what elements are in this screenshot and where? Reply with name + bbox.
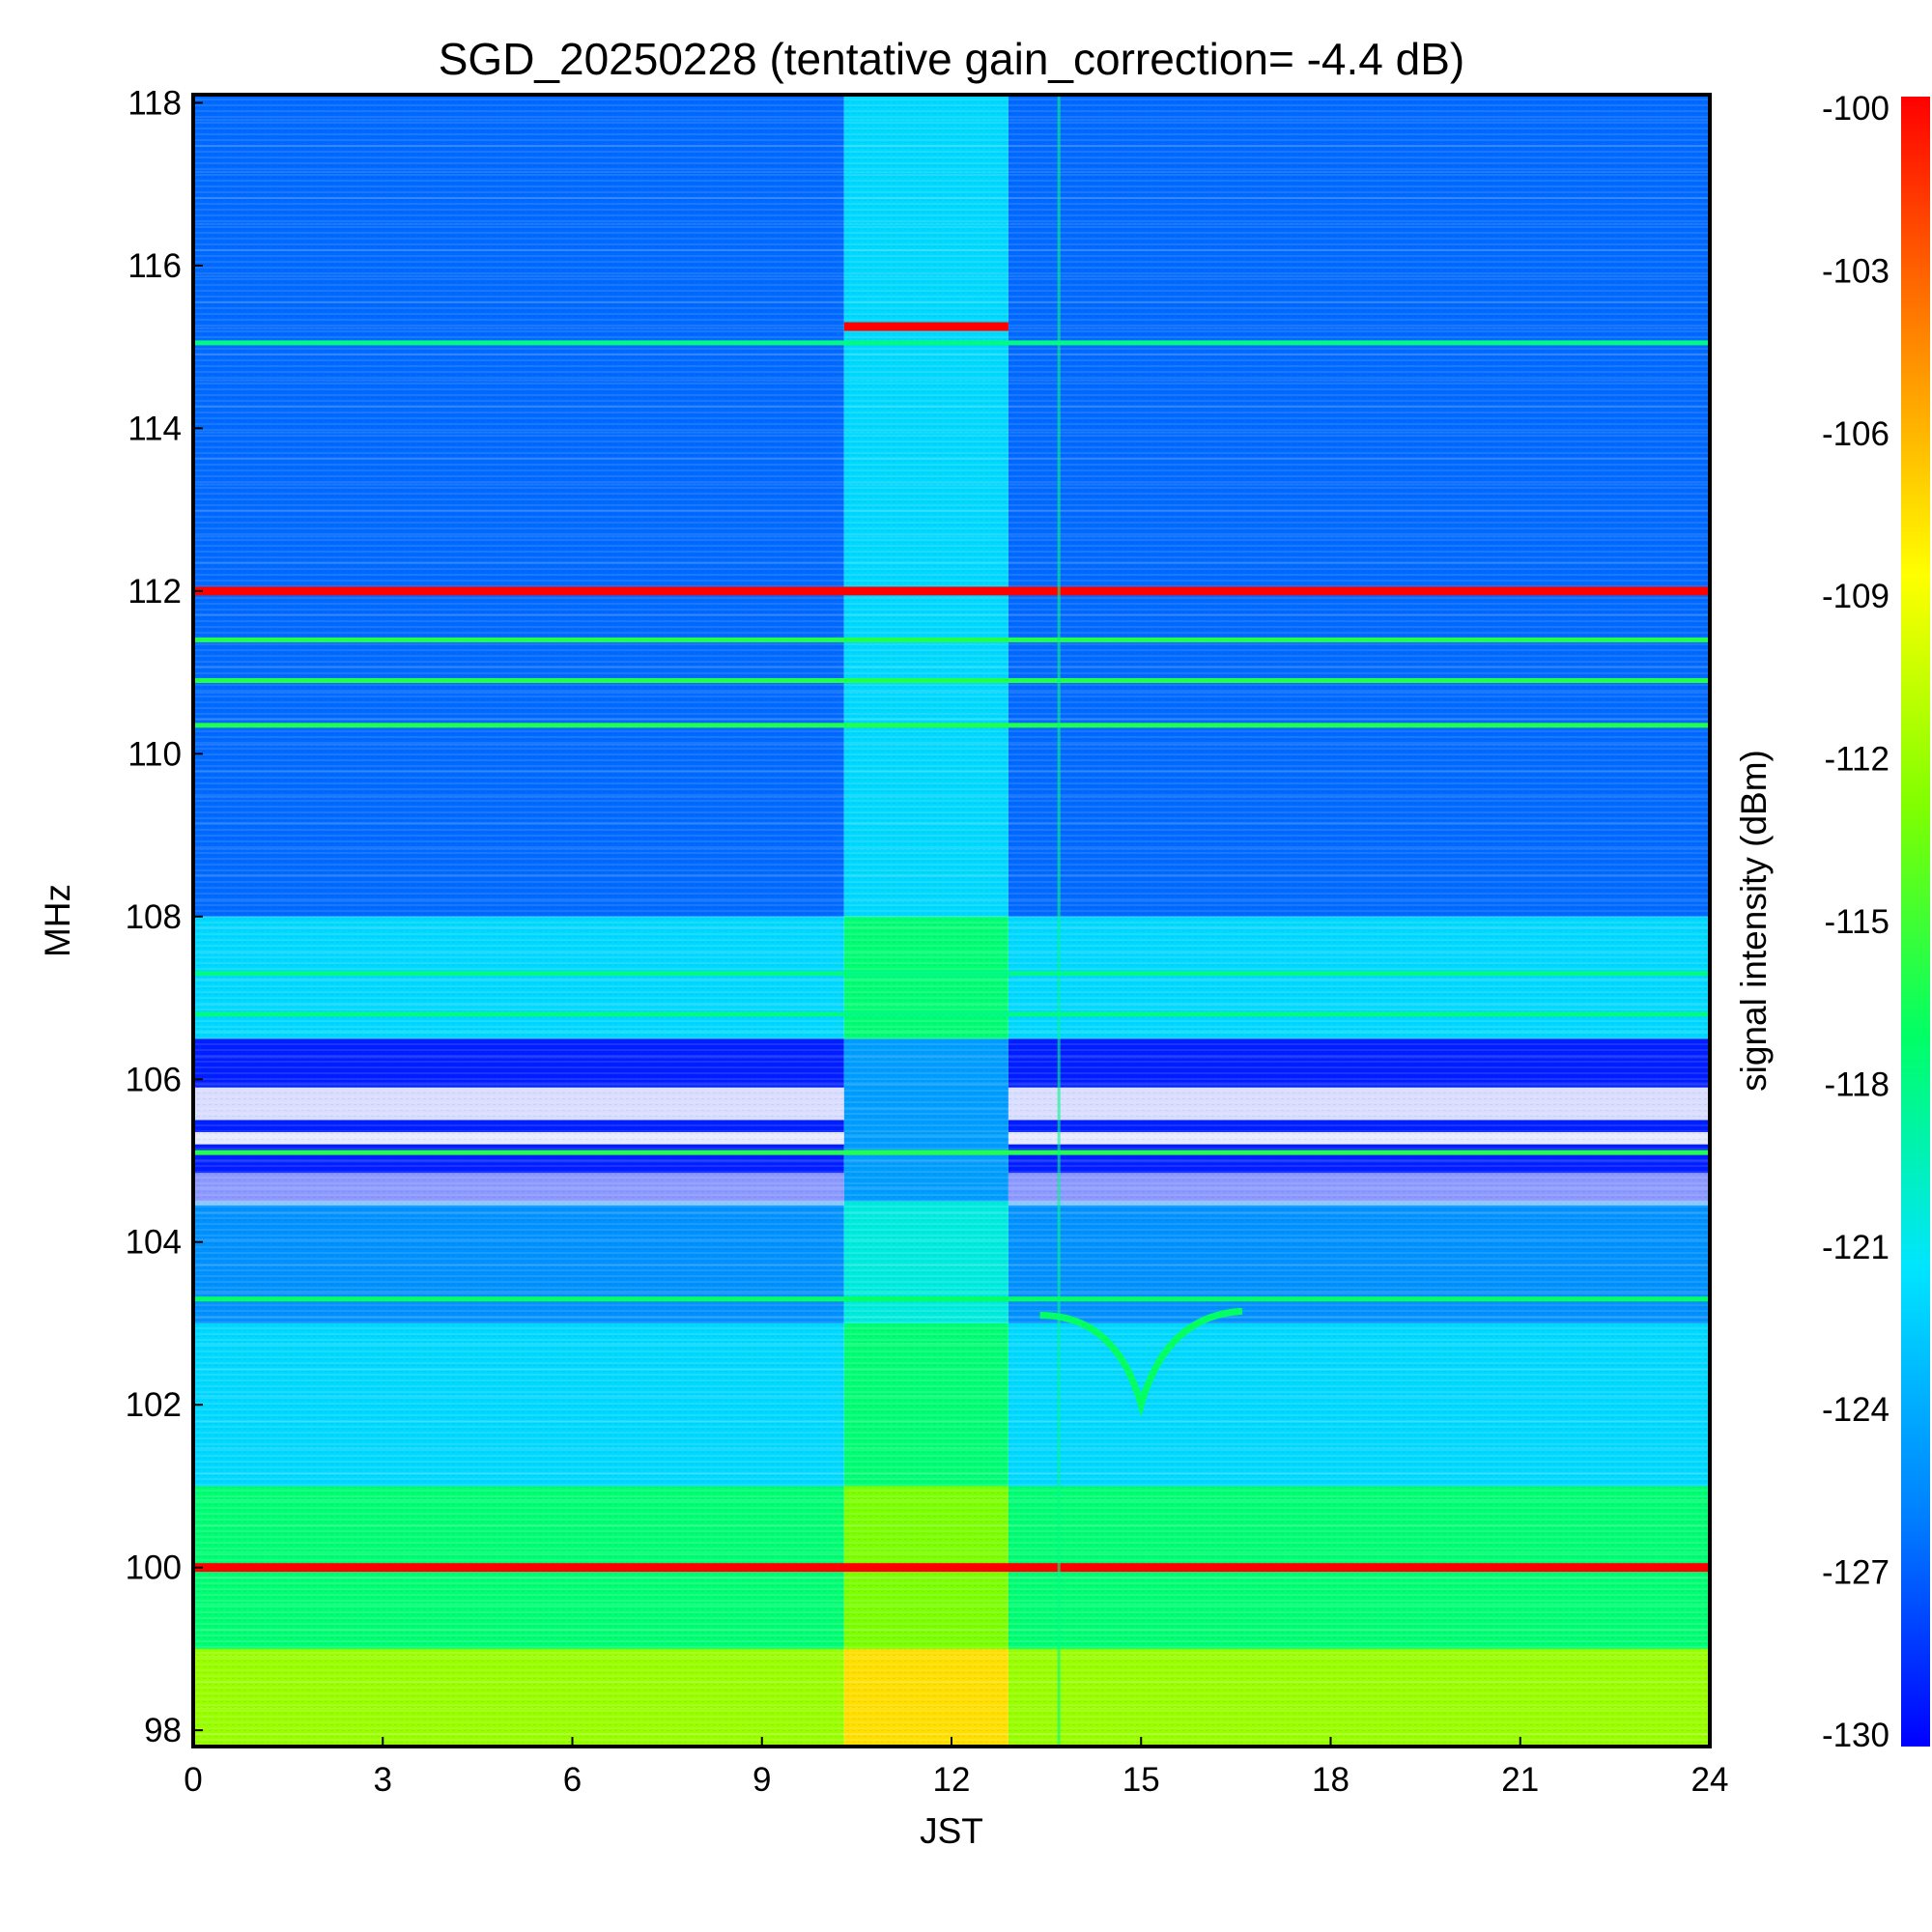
x-tick-label: 15 xyxy=(1122,1761,1160,1799)
carrier-line-3 xyxy=(193,637,1710,642)
y-tick-label: 110 xyxy=(128,735,182,773)
colorbar-tick-label: -130 xyxy=(1822,1717,1889,1754)
x-tick-label: 6 xyxy=(563,1761,582,1799)
y-tick-label: 114 xyxy=(128,410,182,447)
colorbar xyxy=(1901,97,1930,1747)
colorbar-tick-label: -112 xyxy=(1825,741,1889,779)
colorbar-tick-label: -100 xyxy=(1822,90,1889,128)
y-tick-label: 98 xyxy=(144,1712,182,1749)
y-tick-label: 106 xyxy=(126,1061,182,1098)
x-tick-label: 24 xyxy=(1691,1761,1729,1799)
carrier-line-8 xyxy=(193,1011,1710,1017)
y-tick-label: 104 xyxy=(126,1224,182,1262)
carrier-line-10 xyxy=(193,1296,1710,1302)
y-axis: 98 100 102 104 106 108 110 112 114 116 118 xyxy=(126,84,203,1749)
carrier-line-2 xyxy=(843,322,1009,331)
carrier-line-1 xyxy=(193,1563,1710,1573)
carrier-line-0 xyxy=(193,586,1710,596)
colorbar-tick-label: -127 xyxy=(1822,1554,1889,1592)
x-tick-label: 12 xyxy=(933,1761,971,1799)
x-axis-label: JST xyxy=(920,1811,983,1851)
noise-texture xyxy=(193,95,1710,1747)
carrier-line-4 xyxy=(193,678,1710,684)
carrier-line-9 xyxy=(193,1150,1710,1155)
colorbar-label: signal intensity (dBm) xyxy=(1734,750,1774,1092)
x-axis: 0 3 6 9 12 15 18 21 24 xyxy=(184,1737,1728,1799)
x-tick-label: 18 xyxy=(1312,1761,1350,1799)
colorbar-tick-label: -118 xyxy=(1825,1065,1889,1103)
x-tick-label: 9 xyxy=(753,1761,771,1799)
y-tick-label: 112 xyxy=(128,573,182,611)
carrier-line-6 xyxy=(193,340,1710,346)
carrier-line-7 xyxy=(193,971,1710,977)
colorbar-tick-label: -106 xyxy=(1822,415,1889,453)
y-tick-label: 118 xyxy=(128,84,182,122)
colorbar-tick-label: -103 xyxy=(1822,252,1889,290)
carrier-line-5 xyxy=(193,723,1710,728)
y-tick-label: 108 xyxy=(126,898,182,936)
colorbar-tick-label: -121 xyxy=(1822,1229,1889,1266)
colorbar-tick-label: -115 xyxy=(1825,903,1889,941)
y-tick-label: 102 xyxy=(126,1386,182,1424)
y-tick-label: 100 xyxy=(126,1549,182,1587)
y-tick-label: 116 xyxy=(128,247,182,285)
chart-title: SGD_20250228 (tentative gain_correction=… xyxy=(439,34,1465,84)
x-tick-label: 3 xyxy=(374,1761,392,1799)
y-axis-label: MHz xyxy=(38,884,77,957)
x-tick-label: 21 xyxy=(1501,1761,1539,1799)
drifting-carrier-dip xyxy=(1039,1307,1243,1418)
heatmap-features xyxy=(193,95,1710,1747)
colorbar-ticks: -100 -103 -106 -109 -112 -115 -118 -121 -124 -127… xyxy=(1822,90,1889,1754)
colorbar-tick-label: -124 xyxy=(1822,1391,1889,1429)
colorbar-tick-label: -109 xyxy=(1822,578,1889,615)
x-tick-label: 0 xyxy=(184,1761,202,1799)
